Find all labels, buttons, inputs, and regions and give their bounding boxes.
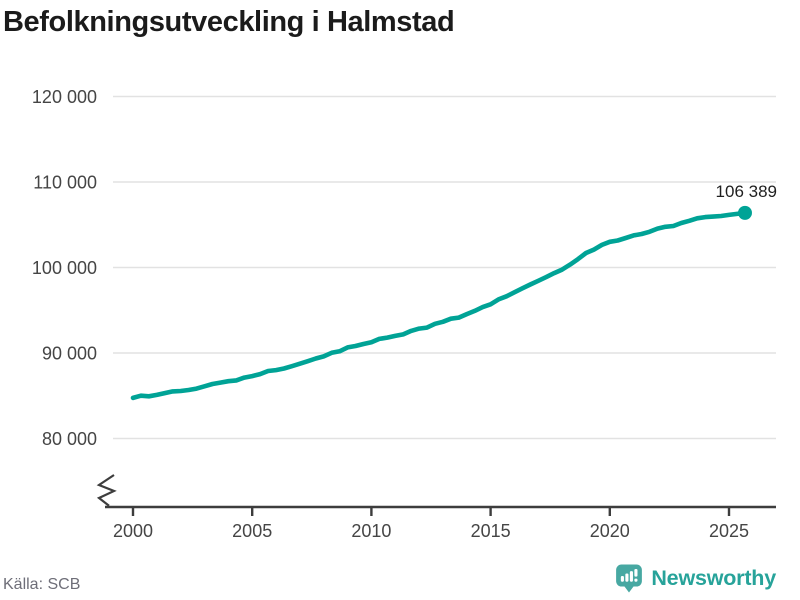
- x-axis-tick-label: 2015: [471, 521, 511, 541]
- source-credit: Källa: SCB: [3, 576, 81, 593]
- y-axis-tick-label: 90 000: [42, 344, 97, 364]
- logo-bar-1: [621, 576, 625, 582]
- latest-point-marker: [737, 205, 752, 220]
- logo-exclamation-bar: [634, 568, 638, 577]
- newsworthy-wordmark: Newsworthy: [651, 566, 776, 590]
- chart-title: Befolkningsutveckling i Halmstad: [3, 6, 455, 38]
- newsworthy-bubble-barchart-icon: [616, 564, 643, 593]
- x-axis-tick-label: 2000: [113, 521, 153, 541]
- logo-bubble-shape: [616, 564, 643, 593]
- population-line: [130, 210, 748, 401]
- y-axis-tick-label: 100 000: [32, 258, 97, 278]
- x-axis-tick-label: 2020: [590, 521, 630, 541]
- x-axis-tick-label: 2025: [709, 521, 749, 541]
- y-axis-tick-label: 110 000: [33, 173, 97, 193]
- x-axis-tick-label: 2010: [351, 521, 391, 541]
- logo-bar-3: [630, 571, 634, 582]
- logo-exclamation-dot: [634, 578, 638, 582]
- x-axis-tick-label: 2005: [232, 521, 272, 541]
- y-axis-tick-label: 120 000: [32, 87, 97, 107]
- axis-break-zigzag-icon: [96, 474, 117, 507]
- logo-bar-2: [625, 573, 629, 582]
- latest-value-label: 106 389: [716, 182, 777, 201]
- y-axis-tick-label: 80 000: [42, 429, 97, 449]
- newsworthy-logo: Newsworthy: [615, 564, 776, 593]
- line-chart-svg: 80 000 90 000 100 000 110 000 120 000 2000 200…: [32, 87, 777, 541]
